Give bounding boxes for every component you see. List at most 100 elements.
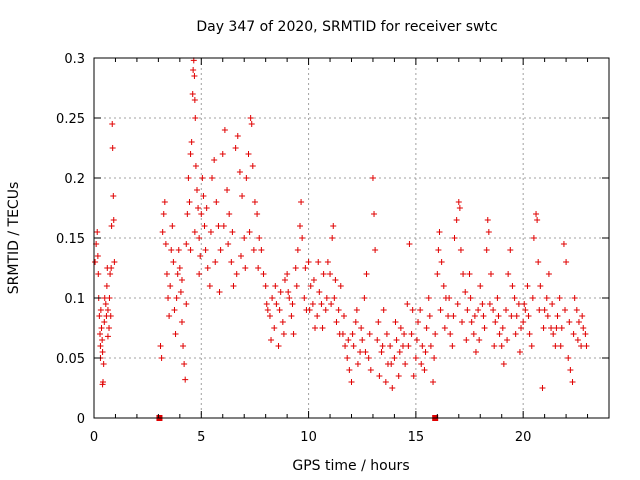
data-point xyxy=(459,319,466,325)
data-point xyxy=(496,331,503,337)
data-point xyxy=(286,295,293,301)
y-tick-label: 0 xyxy=(77,412,85,427)
data-point xyxy=(492,319,499,325)
data-point xyxy=(348,379,355,385)
data-point xyxy=(191,229,198,235)
data-point xyxy=(337,283,344,289)
data-point xyxy=(323,295,330,301)
data-point xyxy=(557,343,564,349)
data-point xyxy=(396,349,403,355)
data-point xyxy=(107,313,114,319)
data-point xyxy=(537,283,544,289)
data-point xyxy=(374,337,381,343)
data-point xyxy=(276,307,283,313)
data-point xyxy=(229,229,236,235)
data-point xyxy=(175,247,182,253)
data-point xyxy=(480,313,487,319)
data-point xyxy=(541,307,548,313)
data-point xyxy=(192,115,199,121)
data-point xyxy=(207,229,214,235)
data-point xyxy=(180,343,187,349)
data-point xyxy=(110,193,117,199)
data-point xyxy=(312,325,319,331)
data-point xyxy=(349,331,356,337)
data-point xyxy=(563,259,570,265)
data-point xyxy=(245,151,252,157)
data-point xyxy=(262,283,269,289)
data-point xyxy=(224,187,231,193)
data-point xyxy=(194,187,200,193)
data-point xyxy=(266,313,273,319)
data-point xyxy=(363,271,370,277)
data-point xyxy=(499,325,506,331)
data-point xyxy=(434,271,441,277)
data-point xyxy=(380,307,387,313)
data-point xyxy=(236,169,243,175)
data-point xyxy=(99,349,106,355)
data-point xyxy=(365,355,372,361)
data-point xyxy=(177,289,184,295)
data-point xyxy=(159,229,166,235)
data-points xyxy=(92,57,590,391)
data-point xyxy=(220,223,227,229)
x-tick-label: 0 xyxy=(90,430,98,445)
data-point xyxy=(97,343,104,349)
data-point xyxy=(103,283,110,289)
data-point xyxy=(289,301,296,307)
data-point xyxy=(183,301,190,307)
data-point xyxy=(432,331,439,337)
data-point xyxy=(260,271,267,277)
data-point xyxy=(191,73,198,79)
data-point xyxy=(111,259,118,265)
data-point xyxy=(554,313,561,319)
data-point xyxy=(201,223,208,229)
data-point xyxy=(104,333,111,340)
data-point xyxy=(582,331,589,337)
data-point xyxy=(277,289,284,295)
data-point xyxy=(213,199,220,205)
data-point xyxy=(249,163,256,169)
data-point xyxy=(579,313,586,319)
data-point xyxy=(566,319,573,325)
data-point xyxy=(512,331,519,337)
data-point xyxy=(263,301,270,307)
data-point xyxy=(329,235,336,241)
data-point xyxy=(268,337,275,343)
data-point xyxy=(288,313,295,319)
data-point xyxy=(548,325,555,331)
data-point xyxy=(440,283,447,289)
data-point xyxy=(221,127,228,133)
data-point xyxy=(242,265,249,271)
data-point xyxy=(285,289,292,295)
data-point xyxy=(562,307,569,313)
data-point xyxy=(550,331,557,337)
data-point xyxy=(430,379,437,385)
data-point xyxy=(483,247,490,253)
data-point xyxy=(397,325,404,331)
data-point xyxy=(192,163,199,169)
data-point xyxy=(578,343,585,349)
data-point xyxy=(197,253,204,259)
data-point xyxy=(402,361,409,367)
data-point xyxy=(383,331,390,337)
data-point xyxy=(565,355,572,361)
data-point xyxy=(472,349,479,355)
data-point xyxy=(330,223,337,229)
data-point xyxy=(315,259,322,265)
data-point xyxy=(549,301,556,307)
x-tick-label: 20 xyxy=(515,430,532,445)
data-point xyxy=(106,325,113,331)
data-point xyxy=(413,337,420,343)
data-point xyxy=(445,313,452,319)
data-point xyxy=(284,271,291,277)
data-point xyxy=(209,175,216,181)
data-point xyxy=(463,337,470,343)
data-point xyxy=(449,343,456,349)
data-point xyxy=(188,139,195,145)
data-point xyxy=(540,325,547,331)
x-tick-label: 10 xyxy=(300,430,317,445)
data-point xyxy=(327,271,334,277)
data-point xyxy=(515,301,522,307)
y-tick-label: 0.2 xyxy=(64,172,85,187)
data-point xyxy=(109,121,116,127)
